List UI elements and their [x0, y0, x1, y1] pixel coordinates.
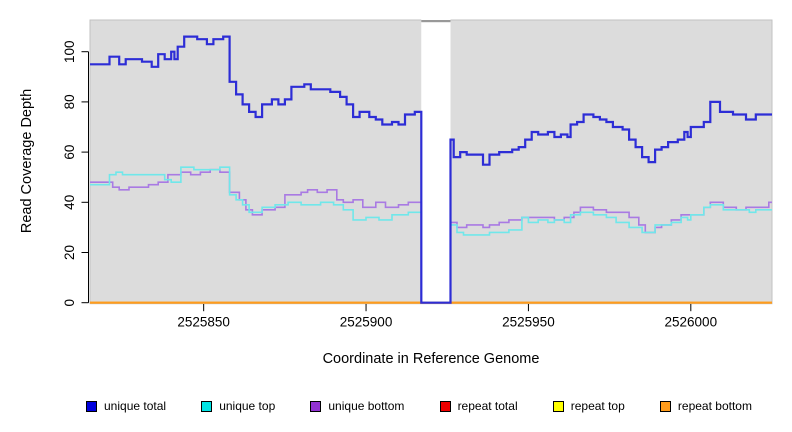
legend-label: repeat bottom — [677, 399, 752, 413]
x-tick-label: 2525950 — [502, 315, 555, 330]
repeat-gap-top-marker — [421, 20, 451, 23]
repeat-top-swatch-icon — [552, 400, 564, 412]
y-axis-title: Read Coverage Depth — [19, 88, 35, 234]
legend-item-repeat-total: repeat total — [439, 399, 518, 413]
unique-bottom-swatch-icon — [310, 400, 322, 412]
unique-top-swatch-icon — [201, 400, 213, 412]
coverage-chart: 0 20 40 60 80 100 2525850 2525900 2525950 2526000 — [62, 18, 773, 330]
y-tick-label: 20 — [62, 245, 77, 260]
legend-item-unique-bottom: unique bottom — [310, 399, 404, 413]
chart-legend: unique total unique top unique bottom re… — [86, 398, 752, 414]
x-axis-title: Coordinate in Reference Genome — [322, 351, 540, 367]
y-tick-label: 40 — [62, 195, 77, 210]
y-tick-label: 0 — [62, 299, 77, 307]
repeat-gap-band — [421, 18, 451, 304]
legend-label: unique total — [104, 399, 167, 413]
x-tick-label: 2526000 — [665, 315, 718, 330]
legend-item-repeat-bottom: repeat bottom — [659, 399, 752, 413]
series-line-unique-top — [90, 166, 772, 304]
legend-label: unique top — [219, 399, 276, 413]
repeat-bottom-swatch-icon — [659, 400, 671, 412]
legend-label: repeat top — [570, 399, 625, 413]
y-tick-label: 100 — [62, 40, 77, 63]
y-tick-label: 60 — [62, 145, 77, 160]
unique-total-swatch-icon — [86, 400, 97, 412]
legend-item-repeat-top: repeat top — [552, 399, 625, 413]
legend-label: unique bottom — [328, 399, 405, 413]
x-tick-label: 2525850 — [177, 315, 230, 330]
y-tick-label: 80 — [62, 94, 77, 109]
repeat-total-swatch-icon — [439, 400, 451, 412]
legend-item-unique-total: unique total — [86, 399, 166, 413]
series-line-unique-total — [90, 35, 772, 304]
legend-label: repeat total — [457, 399, 518, 413]
legend-item-unique-top: unique top — [201, 399, 275, 413]
x-tick-label: 2525900 — [340, 315, 393, 330]
